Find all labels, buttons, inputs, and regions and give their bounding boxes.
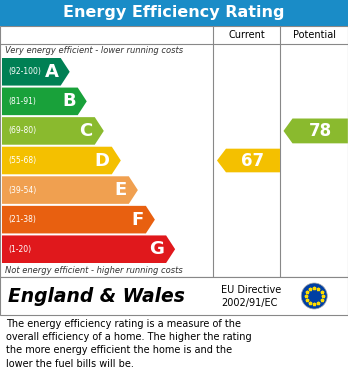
Bar: [0, 26, 348, 277]
Text: The energy efficiency rating is a measure of the
overall efficiency of a home. T: The energy efficiency rating is a measur…: [6, 319, 252, 369]
Text: (21-38): (21-38): [8, 215, 36, 224]
Polygon shape: [2, 88, 87, 115]
Text: C: C: [80, 122, 93, 140]
Bar: [0, 277, 348, 315]
Text: B: B: [62, 92, 76, 110]
Polygon shape: [2, 235, 175, 263]
Text: (1-20): (1-20): [8, 245, 31, 254]
Text: Energy Efficiency Rating: Energy Efficiency Rating: [63, 5, 285, 20]
Polygon shape: [2, 117, 104, 145]
Text: 2002/91/EC: 2002/91/EC: [221, 298, 277, 308]
Bar: [0, 0, 348, 26]
Text: 67: 67: [241, 151, 264, 170]
Text: (92-100): (92-100): [8, 67, 41, 76]
Text: EU Directive: EU Directive: [221, 285, 281, 295]
Text: (81-91): (81-91): [8, 97, 36, 106]
Text: Current: Current: [228, 30, 265, 40]
Text: 78: 78: [309, 122, 332, 140]
Polygon shape: [217, 149, 280, 172]
Polygon shape: [2, 206, 155, 233]
Text: F: F: [132, 211, 144, 229]
Text: D: D: [95, 151, 110, 170]
Text: (39-54): (39-54): [8, 186, 36, 195]
Text: (69-80): (69-80): [8, 126, 36, 135]
Text: England & Wales: England & Wales: [8, 287, 185, 305]
Text: (55-68): (55-68): [8, 156, 36, 165]
Polygon shape: [284, 118, 348, 143]
Polygon shape: [2, 176, 138, 204]
Polygon shape: [2, 147, 121, 174]
Text: G: G: [149, 240, 164, 258]
Text: E: E: [114, 181, 127, 199]
Polygon shape: [2, 58, 70, 86]
Circle shape: [301, 283, 327, 309]
Text: A: A: [45, 63, 59, 81]
Text: Very energy efficient - lower running costs: Very energy efficient - lower running co…: [5, 46, 183, 55]
Text: Not energy efficient - higher running costs: Not energy efficient - higher running co…: [5, 266, 183, 275]
Text: Potential: Potential: [293, 30, 336, 40]
